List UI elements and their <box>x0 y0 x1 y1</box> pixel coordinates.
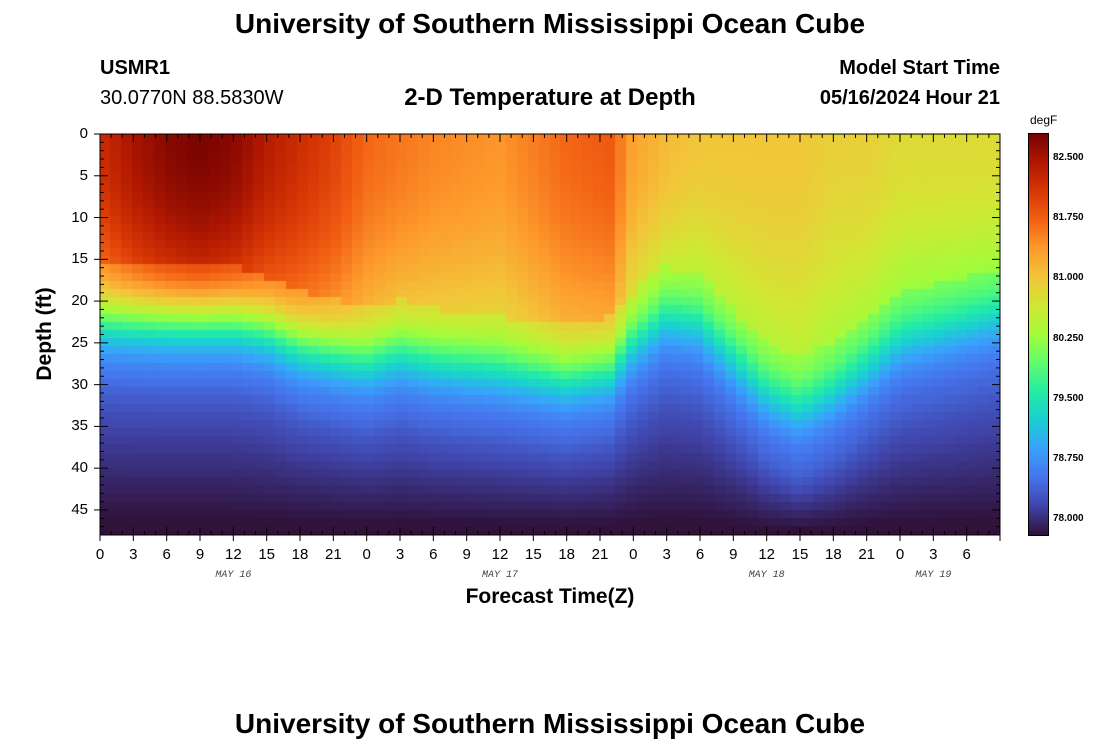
temperature-heatmap <box>100 134 1000 535</box>
colorbar-tick-label: 79.500 <box>1053 392 1084 404</box>
footer-title: University of Southern Mississippi Ocean… <box>234 708 866 739</box>
colorbar <box>1029 134 1048 535</box>
x-tick-label: 0 <box>895 546 905 563</box>
x-tick-label: 6 <box>962 546 971 563</box>
y-tick-label: 15 <box>71 250 88 268</box>
date-label: MAY 17 <box>481 570 518 581</box>
x-tick-label: 0 <box>362 546 371 563</box>
y-tick-label: 20 <box>71 292 88 310</box>
model-start-time: 05/16/2024 Hour 21 <box>819 87 1000 109</box>
x-tick-label: 9 <box>729 546 738 563</box>
date-label: MAY 16 <box>215 570 252 581</box>
colorbar-tick-label: 80.250 <box>1053 332 1084 344</box>
x-axis-label: Forecast Time(Z) <box>465 585 635 608</box>
x-tick-label: 21 <box>324 546 342 563</box>
x-tick-label: 0 <box>95 546 105 563</box>
x-tick-label: 3 <box>395 546 405 563</box>
x-tick-label: 12 <box>758 546 775 563</box>
x-tick-label: 12 <box>224 546 242 563</box>
page-title: University of Southern Mississippi Ocean… <box>234 8 866 39</box>
colorbar-tick-label: 81.750 <box>1053 212 1084 224</box>
colorbar-tick-label: 81.000 <box>1053 272 1084 284</box>
date-label: MAY 18 <box>748 570 785 581</box>
plot-title: 2-D Temperature at Depth <box>404 84 696 111</box>
model-start-label: Model Start Time <box>839 57 1000 79</box>
x-tick-label: 3 <box>129 546 138 563</box>
y-tick-label: 35 <box>71 417 88 435</box>
date-label: MAY 19 <box>915 570 952 581</box>
x-tick-label: 15 <box>791 546 809 563</box>
x-tick-label: 0 <box>629 546 638 563</box>
x-tick-label: 3 <box>662 546 671 563</box>
y-tick-label: 25 <box>71 333 88 351</box>
y-tick-label: 0 <box>79 125 88 142</box>
x-tick-label: 6 <box>695 546 705 563</box>
x-tick-label: 18 <box>291 546 309 563</box>
x-tick-label: 15 <box>524 546 542 563</box>
x-tick-label: 21 <box>858 546 875 563</box>
y-tick-label: 5 <box>79 166 88 184</box>
colorbar-units: degF <box>1030 113 1058 127</box>
x-tick-label: 3 <box>929 546 938 563</box>
x-tick-label: 9 <box>195 546 205 563</box>
station-id: USMR1 <box>100 57 171 79</box>
x-tick-label: 6 <box>429 546 438 563</box>
x-tick-label: 12 <box>491 546 509 563</box>
colorbar-tick-label: 78.750 <box>1053 452 1084 464</box>
colorbar-tick-label: 78.000 <box>1053 512 1084 524</box>
y-tick-label: 10 <box>71 208 88 226</box>
x-tick-label: 15 <box>258 546 275 563</box>
colorbar-tick-label: 82.500 <box>1053 152 1084 164</box>
y-tick-label: 40 <box>71 459 88 477</box>
y-tick-label: 45 <box>71 500 88 518</box>
x-tick-label: 6 <box>162 546 171 563</box>
station-coordinates: 30.0770N 88.5830W <box>100 87 284 109</box>
y-tick-label: 30 <box>71 375 88 393</box>
x-tick-label: 9 <box>462 546 471 563</box>
x-tick-label: 21 <box>591 546 609 563</box>
x-tick-label: 18 <box>558 546 575 563</box>
x-tick-label: 18 <box>824 546 842 563</box>
